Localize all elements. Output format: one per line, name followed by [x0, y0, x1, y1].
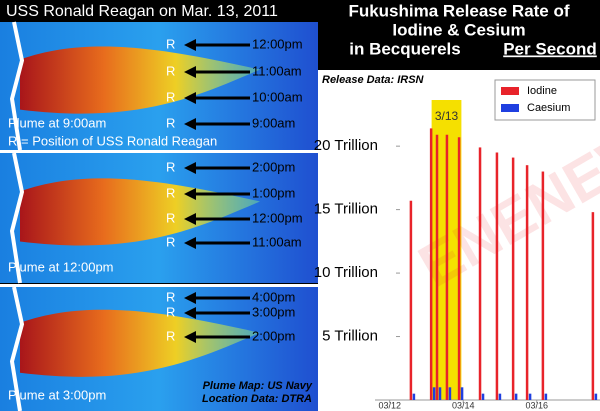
legend-label: Caesium — [527, 102, 570, 114]
bar — [412, 393, 416, 400]
bar — [525, 165, 529, 400]
chart-title: in Becquerels — [349, 39, 461, 58]
map-caption: Plume at 12:00pm — [8, 259, 114, 274]
time-label: 11:00am — [252, 234, 302, 249]
bar — [511, 157, 515, 400]
arrow-head — [184, 188, 196, 200]
ship-marker: R — [166, 36, 175, 51]
time-label: 10:00am — [252, 89, 303, 104]
y-tick-label: 5 Trillion — [322, 328, 378, 345]
ship-marker: R — [166, 289, 175, 304]
legend-label: Iodine — [527, 85, 557, 97]
map-divider — [0, 284, 318, 287]
arrow-head — [184, 237, 196, 249]
ship-marker: R — [166, 304, 175, 319]
highlight-label: 3/13 — [435, 109, 459, 123]
arrow-head — [184, 66, 196, 78]
ship-marker: R — [166, 63, 175, 78]
credit: Plume Map: US Navy — [203, 380, 313, 392]
ship-marker: R — [166, 89, 175, 104]
bar — [457, 137, 461, 400]
ship-marker: R — [166, 234, 175, 249]
arrow-head — [184, 213, 196, 225]
bar — [460, 387, 464, 400]
arrow-head — [184, 39, 196, 51]
coastline — [9, 21, 25, 151]
map-caption: R = Position of USS Ronald Reagan — [8, 133, 217, 148]
arrow-head — [184, 331, 196, 343]
plume-maps: USS Ronald Reagan on Mar. 13, 2011 R 12:0… — [0, 0, 318, 411]
bar — [594, 393, 598, 400]
time-label: 12:00pm — [252, 210, 303, 225]
legend-box — [494, 79, 596, 121]
time-label: 9:00am — [252, 115, 295, 130]
x-tick-label: 03/14 — [452, 400, 475, 410]
credit: Location Data: DTRA — [202, 393, 312, 405]
y-tick-label: 15 Trillion — [314, 201, 378, 218]
ship-marker: R — [166, 115, 175, 130]
chart-header — [318, 0, 600, 70]
time-label: 1:00pm — [252, 185, 295, 200]
time-label: 11:00am — [252, 63, 302, 78]
y-tick-label: 10 Trillion — [314, 264, 378, 281]
left-title: USS Ronald Reagan on Mar. 13, 2011 — [6, 3, 278, 20]
bar — [445, 134, 449, 400]
bar — [544, 393, 548, 400]
y-tick-label: 20 Trillion — [314, 137, 378, 154]
ship-marker: R — [166, 328, 175, 343]
bar — [448, 387, 452, 400]
map-divider — [0, 150, 318, 153]
map-caption: Plume at 3:00pm — [8, 387, 106, 402]
legend-swatch — [501, 104, 519, 112]
bar — [435, 134, 439, 400]
time-label: 2:00pm — [252, 159, 295, 174]
coastline — [9, 152, 25, 284]
bar — [528, 393, 532, 400]
time-label: 4:00pm — [252, 289, 295, 304]
bar — [429, 128, 433, 400]
coastline — [9, 286, 25, 411]
arrow-head — [184, 292, 196, 304]
chart-title: Fukushima Release Rate of — [348, 1, 569, 20]
bar — [438, 387, 442, 400]
bar — [409, 200, 413, 400]
bar — [498, 393, 502, 400]
bar — [432, 387, 436, 400]
plume — [20, 309, 260, 377]
x-tick-label: 03/12 — [378, 400, 401, 410]
bar — [514, 393, 518, 400]
arrow-head — [184, 307, 196, 319]
bar — [478, 147, 482, 400]
ship-marker: R — [166, 159, 175, 174]
arrow-head — [184, 162, 196, 174]
arrow-head — [184, 118, 196, 130]
title-bar — [0, 0, 318, 22]
bar — [541, 171, 545, 400]
bar — [591, 212, 595, 400]
bar — [481, 393, 485, 400]
arrow-head — [184, 92, 196, 104]
time-label: 3:00pm — [252, 304, 295, 319]
bar — [495, 152, 499, 400]
map-caption: Plume at 9:00am — [8, 115, 106, 130]
ship-marker: R — [166, 185, 175, 200]
chart-title-emphasis: Per Second — [503, 39, 597, 58]
plume — [20, 46, 260, 114]
source-note: Release Data: IRSN — [322, 74, 425, 86]
x-tick-label: 03/16 — [525, 400, 548, 410]
time-label: 12:00pm — [252, 36, 303, 51]
chart-title: Iodine & Cesium — [392, 20, 525, 39]
time-label: 2:00pm — [252, 328, 295, 343]
ship-marker: R — [166, 210, 175, 225]
legend-swatch — [501, 87, 519, 95]
